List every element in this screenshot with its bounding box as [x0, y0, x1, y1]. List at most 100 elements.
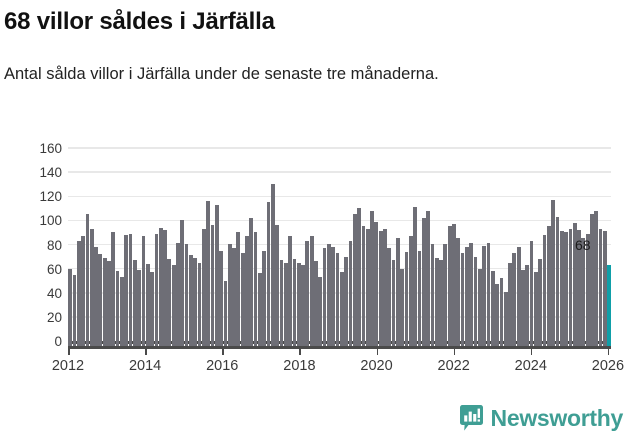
bar[interactable] [534, 272, 538, 347]
bar[interactable] [564, 232, 568, 347]
bar[interactable] [447, 226, 452, 347]
bar[interactable] [331, 246, 336, 347]
bar[interactable] [76, 240, 81, 347]
bar[interactable] [572, 222, 577, 347]
bar[interactable] [473, 256, 478, 347]
bar[interactable] [469, 243, 474, 347]
bar[interactable] [555, 216, 560, 347]
bar[interactable] [210, 225, 215, 347]
bar[interactable] [128, 233, 133, 347]
bar[interactable] [400, 268, 405, 347]
bar[interactable] [465, 246, 469, 347]
bar[interactable] [361, 226, 366, 347]
bar[interactable] [111, 232, 116, 347]
bar[interactable] [559, 231, 564, 347]
bar[interactable] [296, 262, 301, 347]
bar[interactable] [327, 244, 331, 347]
bar[interactable] [167, 258, 172, 347]
bar[interactable] [89, 228, 94, 347]
bar[interactable] [335, 252, 340, 347]
bar[interactable] [201, 228, 206, 347]
bar[interactable] [529, 240, 534, 347]
bar[interactable] [193, 257, 198, 347]
bar[interactable] [370, 210, 374, 347]
bar[interactable] [542, 234, 547, 347]
bar[interactable] [270, 184, 275, 347]
bar[interactable] [180, 220, 185, 347]
bar[interactable] [426, 210, 430, 347]
bar[interactable] [348, 240, 353, 347]
bar[interactable] [232, 248, 236, 347]
bar-highlighted[interactable] [607, 264, 612, 347]
bar[interactable] [577, 230, 581, 347]
bar[interactable] [137, 269, 142, 347]
bar[interactable] [430, 244, 435, 347]
bar[interactable] [292, 258, 297, 347]
bar[interactable] [253, 232, 258, 347]
bar[interactable] [598, 228, 603, 347]
bar[interactable] [568, 228, 573, 347]
bar[interactable] [184, 244, 189, 347]
bar[interactable] [249, 217, 254, 347]
bar[interactable] [421, 217, 426, 347]
bar[interactable] [495, 284, 499, 347]
bar[interactable] [145, 263, 150, 347]
bar[interactable] [538, 258, 543, 347]
bar[interactable] [408, 236, 413, 347]
bar[interactable] [521, 269, 525, 347]
bar[interactable] [477, 268, 482, 347]
bar[interactable] [68, 268, 73, 347]
bar[interactable] [85, 214, 90, 347]
bar[interactable] [396, 238, 400, 347]
bar[interactable] [279, 260, 284, 347]
bar[interactable] [374, 221, 379, 347]
bar[interactable] [189, 255, 193, 347]
bar[interactable] [301, 264, 305, 347]
bar[interactable] [499, 278, 504, 347]
bar[interactable] [115, 271, 120, 347]
bar[interactable] [262, 250, 267, 347]
bar[interactable] [460, 252, 465, 347]
bar[interactable] [404, 251, 409, 347]
bar[interactable] [219, 250, 223, 347]
bar[interactable] [322, 248, 327, 347]
bar[interactable] [163, 230, 167, 347]
bar[interactable] [98, 254, 103, 347]
bar[interactable] [417, 250, 422, 347]
bar[interactable] [305, 240, 310, 347]
bar[interactable] [378, 231, 383, 347]
bar[interactable] [176, 243, 180, 347]
bar[interactable] [124, 234, 129, 347]
bar[interactable] [383, 228, 387, 347]
bar[interactable] [344, 256, 349, 347]
bar[interactable] [357, 208, 361, 347]
bar[interactable] [503, 291, 508, 347]
bar[interactable] [391, 260, 396, 347]
bar[interactable] [197, 262, 202, 347]
bar[interactable] [439, 260, 443, 347]
bar[interactable] [594, 210, 599, 347]
bar[interactable] [443, 244, 448, 347]
bar[interactable] [318, 277, 323, 347]
bar[interactable] [236, 232, 241, 347]
bar[interactable] [107, 261, 111, 347]
bar[interactable] [223, 280, 228, 347]
bar[interactable] [486, 243, 491, 347]
bar[interactable] [102, 257, 107, 347]
bar[interactable] [158, 227, 163, 347]
bar[interactable] [546, 226, 551, 347]
newsworthy-logo[interactable]: Newsworthy [459, 405, 623, 431]
bar[interactable] [283, 262, 288, 347]
bar[interactable] [512, 252, 517, 347]
bar[interactable] [206, 201, 211, 347]
bar[interactable] [482, 245, 487, 347]
bar[interactable] [585, 233, 590, 347]
bar[interactable] [309, 236, 314, 347]
bar[interactable] [288, 236, 292, 347]
bar[interactable] [581, 238, 586, 347]
bar[interactable] [352, 214, 357, 347]
bar[interactable] [81, 236, 85, 347]
bar[interactable] [413, 207, 418, 347]
bar[interactable] [94, 246, 98, 347]
bar[interactable] [387, 248, 392, 347]
